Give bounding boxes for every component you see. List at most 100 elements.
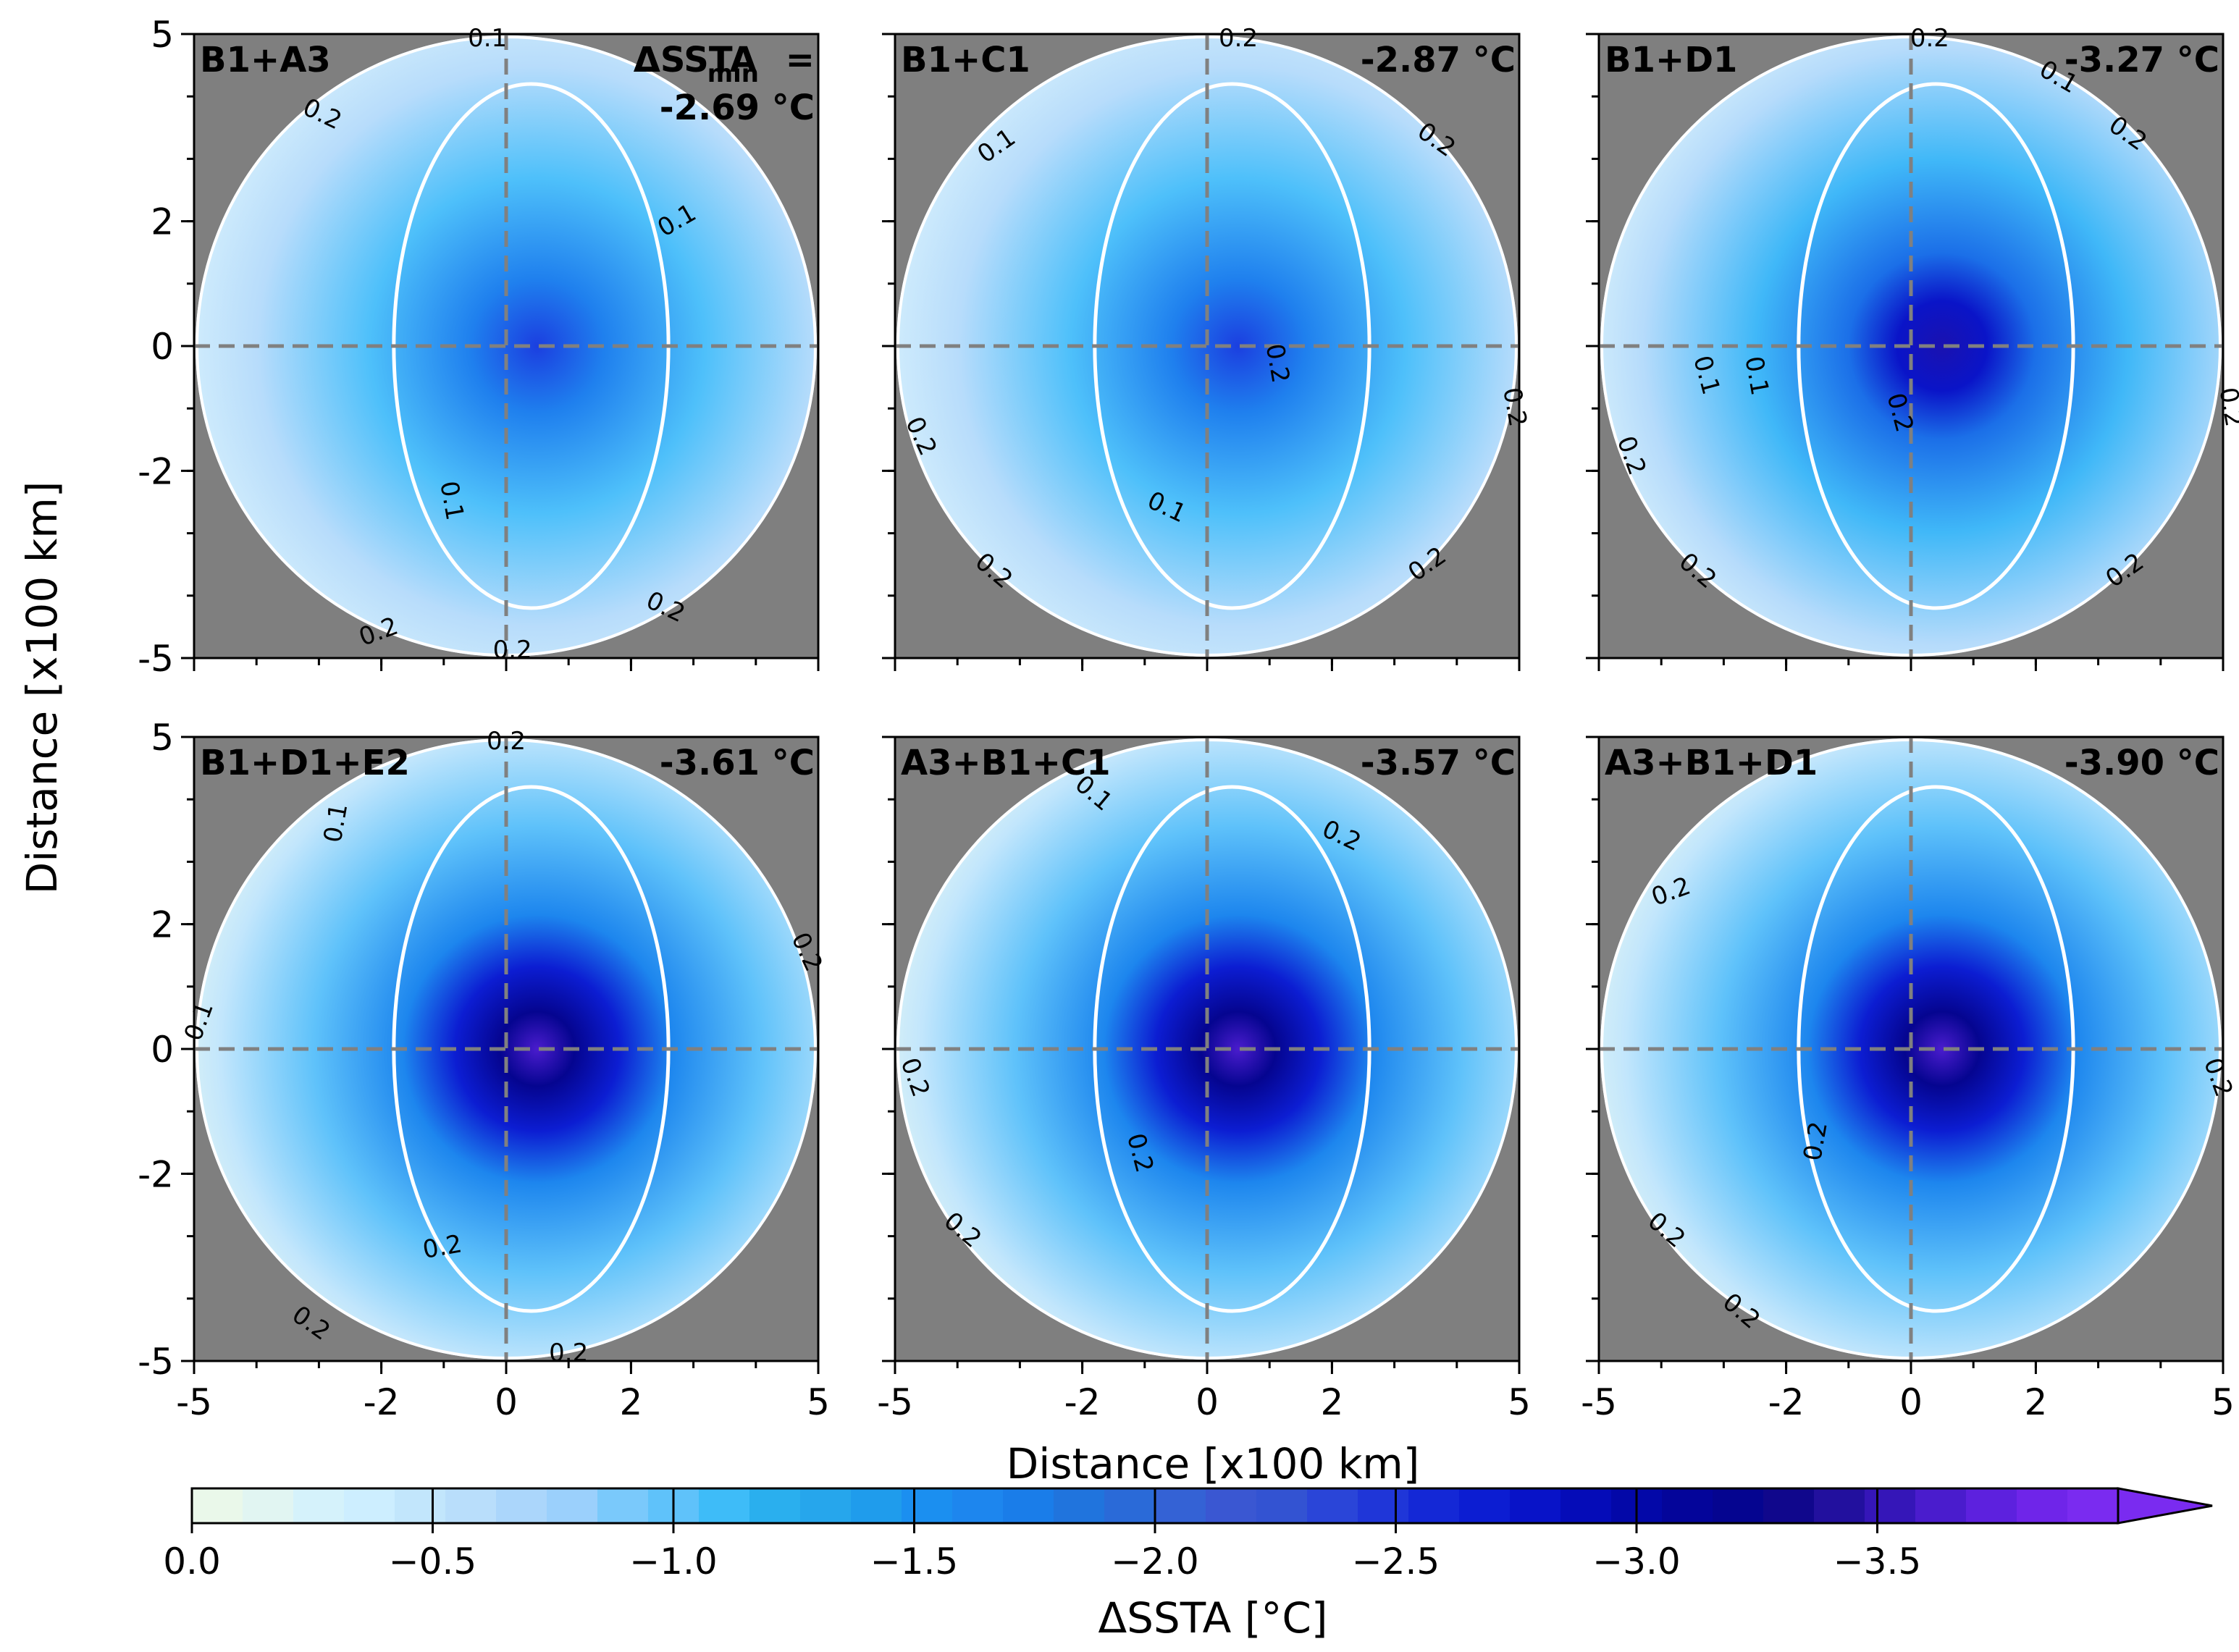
- sst-disk: [196, 35, 817, 657]
- panel-label: A3+B1+D1: [1605, 743, 1818, 783]
- colorbar-segment: [243, 1488, 294, 1523]
- colorbar-segment: [1104, 1488, 1156, 1523]
- colorbar-label: ΔSSTA [°C]: [1098, 1593, 1327, 1643]
- colorbar-segment: [1814, 1488, 1865, 1523]
- x-tick-label: 5: [807, 1381, 830, 1423]
- x-axis-label: Distance [x100 km]: [1007, 1439, 1420, 1488]
- x-tick-label: 5: [1508, 1381, 1531, 1423]
- x-tick-label: 0: [1899, 1381, 1923, 1423]
- x-tick-label: 2: [619, 1381, 642, 1423]
- colorbar-segment: [1408, 1488, 1460, 1523]
- y-tick-label: -5: [138, 1341, 174, 1383]
- colorbar-segment: [1713, 1488, 1764, 1523]
- colorbar-segment: [1915, 1488, 1967, 1523]
- panel-5: 0.10.20.20.20.2A3+B1+C1 -3.57 °C-5 -2 0 2 5: [877, 736, 1531, 1423]
- x-tick-label: -5: [1581, 1381, 1617, 1423]
- colorbar-segment: [2067, 1488, 2119, 1523]
- colorbar-segment: [1206, 1488, 1257, 1523]
- sst-disk: [196, 738, 817, 1360]
- sst-disk: [896, 35, 1518, 657]
- y-tick-label: -2: [138, 450, 174, 492]
- y-tick-label: 5: [151, 14, 174, 56]
- colorbar-extension: [2117, 1487, 2213, 1525]
- y-tick-label: 5: [151, 717, 174, 759]
- min-value: -3.27 °C: [2064, 40, 2219, 80]
- colorbar-tick-label: −1.5: [870, 1541, 958, 1583]
- panel-label: B1+C1: [901, 40, 1030, 80]
- panel-label: B1+D1: [1605, 40, 1737, 80]
- colorbar-tick-label: −1.0: [629, 1541, 717, 1583]
- contour-label: 0.2: [487, 727, 526, 756]
- colorbar-segment: [1358, 1488, 1409, 1523]
- colorbar-segment: [445, 1488, 497, 1523]
- x-tick-label: -5: [877, 1381, 913, 1423]
- colorbar-segment: [496, 1488, 547, 1523]
- colorbar-tick-label: −3.5: [1833, 1541, 1921, 1583]
- panel-2: 0.20.1 0.20.20.20.20.10.2 0.2B1+C1 -2.87 °C: [882, 24, 1532, 671]
- contour-label: 0.2: [1497, 385, 1532, 429]
- colorbar-segment: [851, 1488, 902, 1523]
- contour-label: 0.2: [421, 1229, 464, 1265]
- colorbar-segment: [952, 1488, 1004, 1523]
- colorbar-tick-label: −0.5: [389, 1541, 476, 1583]
- min-header-equals: =: [786, 40, 815, 80]
- colorbar-tick-label: −3.0: [1592, 1541, 1680, 1583]
- x-tick-label: 5: [2211, 1381, 2235, 1423]
- colorbar-segment: [1966, 1488, 2017, 1523]
- colorbar-segment: [192, 1488, 243, 1523]
- x-tick-label: 2: [1320, 1381, 1343, 1423]
- colorbar-segment: [1155, 1488, 1206, 1523]
- colorbar-segment: [749, 1488, 801, 1523]
- colorbar-segment: [902, 1488, 953, 1523]
- min-header-subscript: min: [707, 59, 759, 88]
- min-value: -2.69 °C: [660, 88, 815, 128]
- contour-label: 0.1: [1739, 354, 1774, 397]
- y-tick-label: 0: [151, 1029, 174, 1071]
- contour-label: 0.2: [1910, 24, 1949, 53]
- colorbar-segment: [1510, 1488, 1561, 1523]
- colorbar-tick-label: −2.5: [1352, 1541, 1440, 1583]
- y-tick-label: 0: [151, 326, 174, 368]
- panel-label: B1+D1+E2: [200, 743, 410, 783]
- x-tick-label: -2: [364, 1381, 400, 1423]
- colorbar-segment: [1662, 1488, 1713, 1523]
- colorbar-segment: [1763, 1488, 1815, 1523]
- x-tick-label: 0: [495, 1381, 518, 1423]
- panel-label: A3+B1+C1: [901, 743, 1111, 783]
- contour-label: 0.2: [1260, 342, 1295, 385]
- x-tick-label: 0: [1196, 1381, 1219, 1423]
- min-value: -3.90 °C: [2064, 743, 2219, 783]
- x-tick-label: -2: [1064, 1381, 1101, 1423]
- y-tick-label: -2: [138, 1153, 174, 1195]
- colorbar-segment: [699, 1488, 750, 1523]
- colorbar-segment: [293, 1488, 345, 1523]
- colorbar-segment: [1560, 1488, 1612, 1523]
- colorbar-segment: [2017, 1488, 2068, 1523]
- x-tick-label: 2: [2024, 1381, 2047, 1423]
- colorbar-segment: [1256, 1488, 1308, 1523]
- contour-label: 0.1: [319, 801, 354, 845]
- colorbar-segment: [1459, 1488, 1511, 1523]
- panel-4: 0.20.10.10.20.20.20.2B1+D1+E2 -3.61 °C-5-…: [138, 717, 830, 1423]
- sst-disk: [896, 738, 1518, 1360]
- colorbar-segment: [1054, 1488, 1105, 1523]
- sst-disk: [1600, 35, 2222, 657]
- panel-3: 0.20.10.20.1 0.10.2 0.20.20.2 0.2B1+D1 -3.27…: [1586, 24, 2239, 671]
- panel-6: 0.20.20.20.20.2A3+B1+D1 -3.90 °C-5 -2 0 2 5: [1581, 736, 2238, 1423]
- colorbar-segment: [597, 1488, 649, 1523]
- contour-label: 0.2: [493, 636, 532, 665]
- colorbar: 0.0 −0.5 −1.0 −1.5 −2.0 −2.5 −3.0 −3.5: [163, 1487, 2213, 1583]
- contour-label: 0.1: [468, 24, 507, 53]
- colorbar-segment: [547, 1488, 598, 1523]
- y-tick-label: -5: [138, 638, 174, 680]
- colorbar-segment: [1865, 1488, 1916, 1523]
- colorbar-segment: [1307, 1488, 1358, 1523]
- sst-disk: [1600, 738, 2222, 1360]
- x-tick-label: -5: [176, 1381, 212, 1423]
- y-axis-label: Distance [x100 km]: [17, 481, 67, 895]
- y-tick-label: 2: [151, 201, 174, 243]
- contour-label: 0.2: [1219, 24, 1258, 53]
